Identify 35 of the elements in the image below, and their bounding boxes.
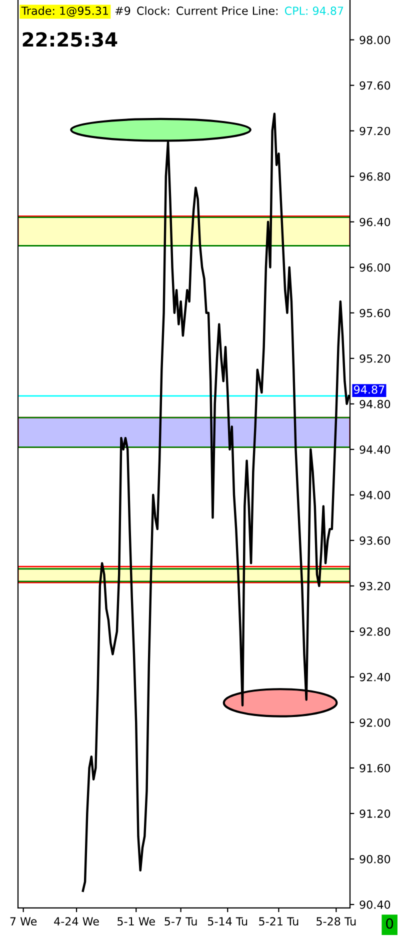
- annotation: 22:25:34: [22, 32, 118, 47]
- y-tick-label: 96.40: [360, 218, 390, 226]
- x-tick-label: 4-24 We: [54, 917, 99, 926]
- y-tick-label: 93.20: [360, 582, 390, 590]
- x-tick-label: 7 We: [10, 917, 37, 926]
- x-tick-label: 5-14 Tu: [208, 917, 248, 926]
- y-tick-label: 97.20: [360, 126, 390, 136]
- y-tick-label: 92.00: [360, 718, 390, 727]
- x-tick-label: 5-21 Tu: [259, 917, 298, 926]
- y-tick-label: 96.80: [360, 172, 390, 181]
- y-tick-label: 90.80: [360, 854, 390, 864]
- y-tick-label: 92.40: [360, 672, 390, 682]
- y-tick-label: 90.40: [360, 900, 390, 909]
- x-tick-label: 5-7 Tu: [164, 917, 197, 926]
- y-tick-label: 92.80: [360, 627, 390, 636]
- text: 0: [386, 918, 394, 929]
- y-tick-label: 93.60: [360, 536, 390, 545]
- y-tick-label: 96.00: [360, 263, 390, 272]
- y-tick-label: 98.00: [360, 36, 390, 44]
- y-tick-label: 94.80: [360, 400, 390, 408]
- y-tick-label: 95.20: [360, 354, 390, 363]
- annotation: CPL: 94.87: [284, 6, 344, 15]
- annotation: Current Price Line:: [176, 6, 278, 15]
- y-tick-label: 94.00: [360, 490, 390, 500]
- y-tick-label: 91.60: [360, 764, 390, 772]
- y-tick-label: 95.60: [360, 308, 390, 318]
- annotation: Clock:: [137, 6, 170, 15]
- x-tick-label: 5-28 Tu: [316, 917, 356, 926]
- y-tick-label: 94.40: [360, 445, 390, 454]
- y-tick-label: 91.20: [360, 809, 390, 818]
- y-tick-label: 97.60: [360, 81, 390, 90]
- annotation: #9: [115, 6, 130, 15]
- x-tick-label: 5-1 We: [118, 917, 155, 926]
- annotation: Trade: 1@95.31: [21, 6, 108, 17]
- ref-line-label: 94.87: [354, 385, 384, 394]
